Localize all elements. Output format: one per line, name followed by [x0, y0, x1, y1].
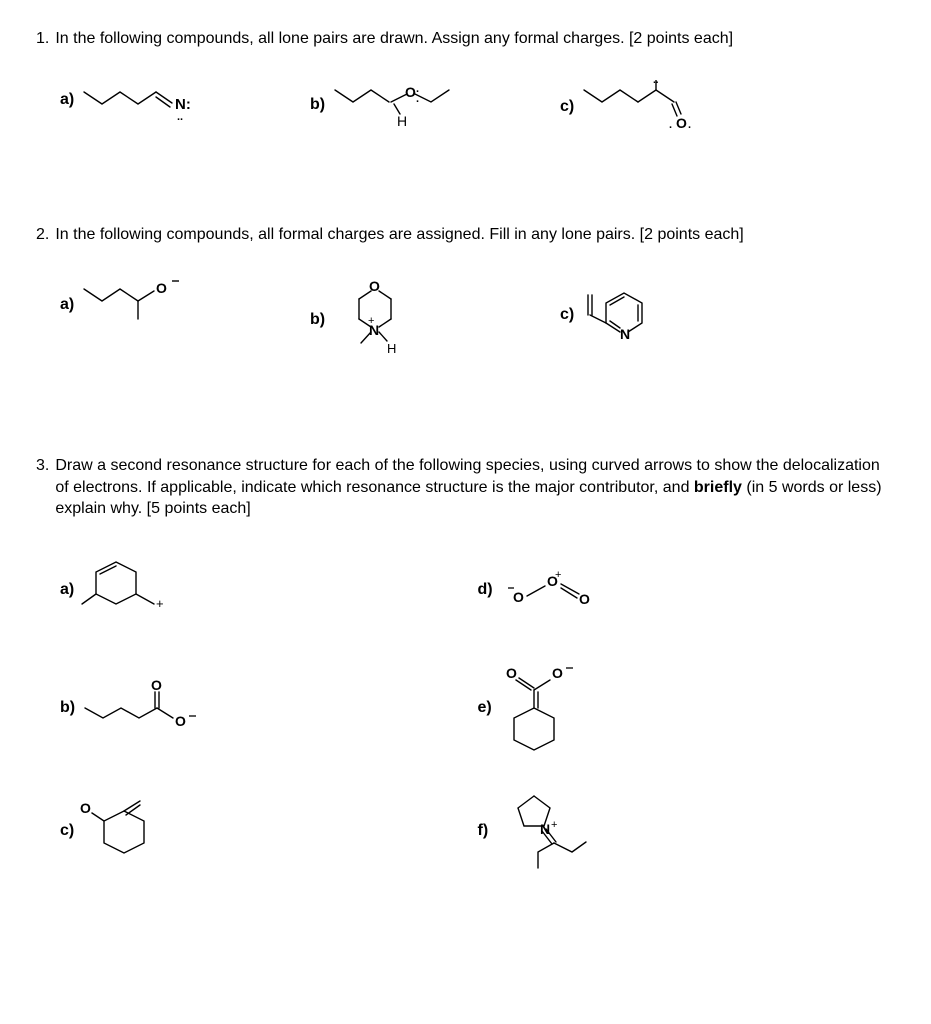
svg-text:+: +: [368, 315, 374, 327]
q2b-label: b): [310, 309, 325, 331]
question-1-text: 1. In the following compounds, all lone …: [36, 28, 895, 50]
q1-number: 1.: [36, 28, 49, 50]
q3e-structure: O O: [498, 658, 598, 758]
q3-part-a: a) +: [60, 550, 478, 630]
q3a-label: a): [60, 579, 74, 601]
q2b-structure: O N + H: [331, 275, 421, 365]
q1a-structure: N: ..: [80, 80, 210, 120]
svg-text:+: +: [156, 596, 164, 611]
svg-text:O: O: [405, 84, 416, 100]
q2-number: 2.: [36, 224, 49, 246]
svg-text:..: ..: [677, 128, 683, 134]
q3b-label: b): [60, 697, 75, 719]
q2-body: In the following compounds, all formal c…: [55, 224, 895, 246]
svg-text:O: O: [513, 589, 524, 605]
q3-body: Draw a second resonance structure for ea…: [55, 455, 895, 520]
svg-text:O: O: [552, 665, 563, 681]
svg-text:.: .: [416, 93, 419, 105]
q2a-label: a): [60, 294, 74, 316]
q2-part-c: c) N: [560, 275, 810, 355]
question-3-text: 3. Draw a second resonance structure for…: [36, 455, 895, 520]
q3-part-b: b) O O: [60, 658, 478, 758]
q3d-label: d): [478, 579, 493, 601]
q3e-label: e): [478, 697, 492, 719]
q1c-structure: .. O . . ..: [580, 80, 710, 134]
q2c-structure: N: [580, 275, 680, 355]
svg-text:O: O: [175, 713, 186, 729]
question-2: 2. In the following compounds, all forma…: [36, 224, 895, 386]
q3-text-bold: briefly: [694, 479, 742, 496]
q2-part-b: b) O N +: [310, 275, 560, 365]
svg-text:O: O: [369, 278, 380, 294]
svg-text:N: N: [540, 821, 550, 837]
question-3: 3. Draw a second resonance structure for…: [36, 455, 895, 876]
svg-text:O: O: [80, 800, 91, 816]
svg-text:..: ..: [177, 111, 183, 120]
q3d-structure: O O + O: [499, 570, 619, 610]
q3-part-c: c) O: [60, 786, 478, 876]
svg-text:H: H: [387, 341, 396, 356]
svg-text:H: H: [397, 113, 407, 129]
svg-text:+: +: [551, 819, 557, 831]
q3c-label: c): [60, 820, 74, 842]
q1-body: In the following compounds, all lone pai…: [55, 28, 895, 50]
q1c-label: c): [560, 96, 574, 118]
svg-text:O: O: [156, 280, 167, 296]
q3c-structure: O: [80, 791, 190, 871]
svg-text:O: O: [151, 678, 162, 693]
q2c-label: c): [560, 304, 574, 326]
svg-text:.: .: [688, 119, 691, 131]
svg-text:N: N: [620, 326, 630, 342]
q1a-label: a): [60, 89, 74, 111]
q3-parts: a) + d): [36, 550, 895, 876]
svg-text:+: +: [555, 570, 561, 581]
q2-parts: a) O b): [36, 275, 895, 385]
question-1: 1. In the following compounds, all lone …: [36, 28, 895, 154]
q3-part-d: d) O O + O: [478, 550, 896, 630]
q1-parts: a) N: .. b): [36, 80, 895, 154]
q1b-label: b): [310, 94, 325, 116]
svg-text:O: O: [506, 665, 517, 681]
q3f-label: f): [478, 820, 489, 842]
svg-text:..: ..: [653, 80, 659, 86]
q1b-structure: O . . H: [331, 80, 471, 130]
q3-part-f: f) N +: [478, 786, 896, 876]
q1-part-a: a) N: ..: [60, 80, 310, 120]
q2-part-a: a) O: [60, 275, 310, 335]
q3f-structure: N +: [494, 786, 614, 876]
q2a-structure: O: [80, 275, 200, 335]
q3-part-e: e) O O: [478, 658, 896, 758]
q1-part-c: c) .. O . . ..: [560, 80, 810, 134]
q3b-structure: O O: [81, 678, 211, 738]
question-2-text: 2. In the following compounds, all forma…: [36, 224, 895, 246]
svg-text:O: O: [579, 591, 590, 607]
q3-number: 3.: [36, 455, 49, 520]
svg-text:.: .: [669, 119, 672, 131]
q3a-structure: +: [80, 550, 190, 630]
q1-part-b: b) O . . H: [310, 80, 560, 130]
